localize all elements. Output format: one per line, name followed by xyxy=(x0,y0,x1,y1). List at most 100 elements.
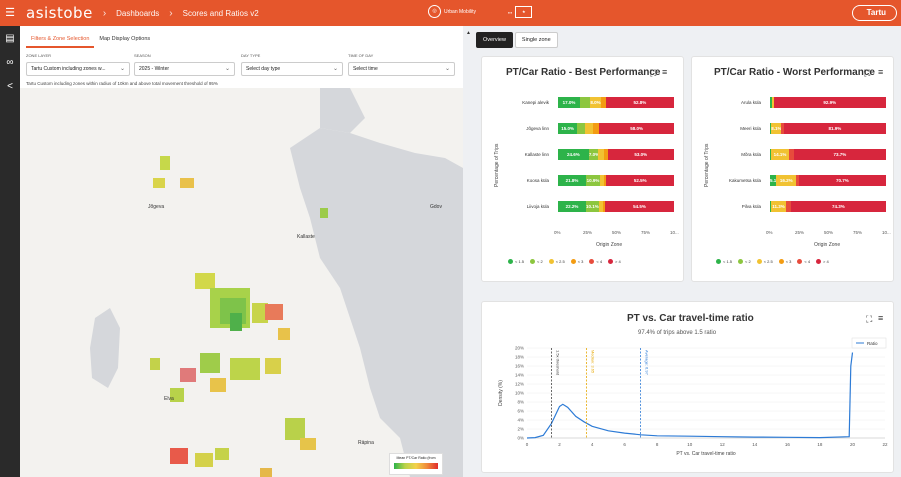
bar-segment[interactable]: 74.3% xyxy=(790,201,886,212)
bar-segment[interactable]: 52.5% xyxy=(606,175,674,186)
time-of-day-select[interactable]: Select time ⌄ xyxy=(348,62,455,76)
stacked-bar[interactable]: 24.6%7.0% 53.0% xyxy=(558,149,674,160)
stacked-bar[interactable]: 22.2% 10.1% 54.5% xyxy=(558,201,674,212)
zone-polygon[interactable] xyxy=(265,358,281,374)
tab-overview[interactable]: Overview xyxy=(476,32,513,48)
zone-polygon[interactable] xyxy=(260,468,272,477)
bar-segment[interactable]: 53.0% xyxy=(607,149,674,160)
dashboard-icon[interactable]: ▤ xyxy=(5,33,15,44)
tab-filters-zone-selection[interactable]: Filters & Zone Selection xyxy=(26,32,95,48)
bar-segment[interactable]: 8.0% xyxy=(590,97,601,108)
bar-segment[interactable]: 73.7% xyxy=(793,149,886,160)
bar-segment[interactable]: 54.5% xyxy=(605,201,674,212)
expand-icon[interactable]: ⛶ xyxy=(866,314,873,324)
zone-polygon[interactable] xyxy=(210,378,226,392)
zone-layer-select[interactable]: Tartu Custom including zones w... ⌄ xyxy=(26,62,130,76)
zone-polygon[interactable] xyxy=(170,448,188,464)
bar-segment[interactable] xyxy=(785,201,791,212)
zone-polygon[interactable] xyxy=(278,328,290,340)
legend-item[interactable]: < 4 xyxy=(797,259,810,264)
bar-segment[interactable] xyxy=(770,201,772,212)
legend-item[interactable]: < 2 xyxy=(530,259,543,264)
bar-segment[interactable]: 52.8% xyxy=(605,97,674,108)
zone-polygon[interactable] xyxy=(300,438,316,450)
zone-map[interactable]: Jõgeva Kallaste Gdov Elva Räpina Mean PT… xyxy=(20,88,463,477)
binoculars-icon[interactable]: ∞ xyxy=(6,57,14,68)
legend-item[interactable]: < 3 xyxy=(778,259,791,264)
stacked-bar[interactable]: 8.1% 81.9% xyxy=(770,123,886,134)
legend-item[interactable]: < 3 xyxy=(570,259,583,264)
collapse-panel-icon[interactable]: ▲ xyxy=(466,30,471,36)
bar-segment[interactable] xyxy=(577,123,586,134)
zone-polygon[interactable] xyxy=(200,353,220,373)
bar-segment[interactable] xyxy=(592,123,600,134)
bar-segment[interactable]: 17.0% xyxy=(558,97,580,108)
stacked-bar[interactable]: 15.0% 58.0% xyxy=(558,123,674,134)
expand-icon[interactable]: ⛶ xyxy=(650,68,657,78)
zone-polygon[interactable] xyxy=(215,448,229,460)
bar-segment[interactable] xyxy=(796,175,799,186)
stacked-bar[interactable]: 92.9% xyxy=(770,97,886,108)
zone-polygon[interactable] xyxy=(150,358,160,370)
bar-segment[interactable]: 8.1% xyxy=(771,123,782,134)
stacked-bar[interactable]: 21.8% 10.9% 52.5% xyxy=(558,175,674,186)
bar-segment[interactable] xyxy=(772,97,774,108)
zone-polygon[interactable] xyxy=(230,358,260,380)
bar-segment[interactable] xyxy=(602,201,606,212)
density-series-line[interactable] xyxy=(526,352,854,439)
zone-polygon[interactable] xyxy=(170,388,184,402)
legend-item[interactable]: > 4 xyxy=(816,259,829,264)
expand-icon[interactable]: ⛶ xyxy=(864,68,871,78)
bar-segment[interactable]: 11.3% xyxy=(771,201,786,212)
bar-segment[interactable]: 10.1% xyxy=(586,201,599,212)
zone-polygon[interactable] xyxy=(180,178,194,188)
zone-polygon[interactable] xyxy=(230,313,242,331)
bar-segment[interactable]: 14.1% xyxy=(771,149,789,160)
bar-segment[interactable]: 24.6% xyxy=(558,149,589,160)
bar-segment[interactable] xyxy=(788,149,794,160)
legend-item[interactable]: < 4 xyxy=(589,259,602,264)
bar-segment[interactable] xyxy=(781,123,784,134)
bar-segment[interactable] xyxy=(585,123,593,134)
app-icon[interactable]: ☰ xyxy=(5,7,15,19)
menu-icon[interactable]: ≡ xyxy=(878,67,884,77)
season-select[interactable]: 2025 - Winter ⌄ xyxy=(134,62,235,76)
zone-polygon[interactable] xyxy=(195,453,213,467)
zone-polygon[interactable] xyxy=(180,368,196,382)
zone-polygon[interactable] xyxy=(285,418,305,440)
bar-segment[interactable]: 70.7% xyxy=(798,175,886,186)
bar-segment[interactable]: 81.9% xyxy=(783,123,886,134)
city-selector-button[interactable]: Tartu xyxy=(851,5,897,21)
zone-polygon[interactable] xyxy=(160,156,170,170)
legend-item[interactable]: < 1.5 xyxy=(508,259,524,264)
bar-segment[interactable] xyxy=(600,175,604,186)
zone-polygon[interactable] xyxy=(320,208,328,218)
bar-segment[interactable] xyxy=(598,201,603,212)
bar-segment[interactable] xyxy=(770,123,772,134)
legend-item[interactable]: > 4 xyxy=(608,259,621,264)
stacked-bar[interactable]: 11.3% 74.3% xyxy=(770,201,886,212)
bar-segment[interactable]: 7.0% xyxy=(588,149,598,160)
bar-segment[interactable] xyxy=(597,149,604,160)
bar-segment[interactable]: 22.2% xyxy=(558,201,587,212)
bar-segment[interactable]: 58.0% xyxy=(599,123,674,134)
share-icon[interactable]: < xyxy=(7,81,13,92)
menu-icon[interactable]: ≡ xyxy=(662,67,668,77)
bar-segment[interactable]: 92.9% xyxy=(773,97,886,108)
bar-segment[interactable]: 15.0% xyxy=(558,123,578,134)
bar-segment[interactable] xyxy=(579,97,591,108)
legend-item[interactable]: < 2.5 xyxy=(756,259,773,264)
stacked-bar[interactable]: 5.1%16.2%70.7% xyxy=(770,175,886,186)
legend-item[interactable]: < 1.5 xyxy=(716,259,732,264)
stacked-bar[interactable]: 14.1% 73.7% xyxy=(770,149,886,160)
zone-polygon[interactable] xyxy=(195,273,215,289)
bar-segment[interactable] xyxy=(603,149,608,160)
series-legend-label[interactable]: Ratio xyxy=(867,341,878,346)
zone-polygon[interactable] xyxy=(153,178,165,188)
bar-segment[interactable] xyxy=(770,149,772,160)
bar-segment[interactable] xyxy=(600,97,606,108)
app-logo[interactable]: asistobe xyxy=(26,4,93,22)
bar-segment[interactable]: 21.8% xyxy=(558,175,587,186)
zone-polygon[interactable] xyxy=(265,304,283,320)
legend-item[interactable]: < 2.5 xyxy=(548,259,565,264)
